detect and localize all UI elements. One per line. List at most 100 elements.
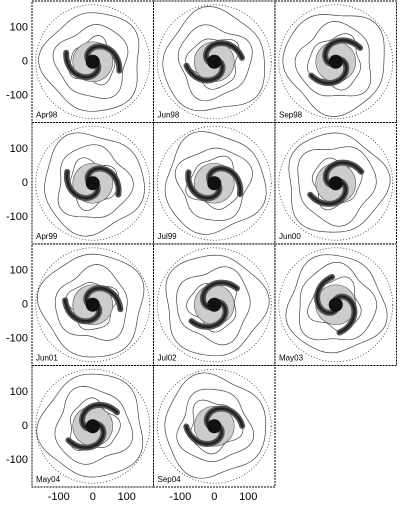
contour bbox=[288, 132, 391, 233]
panel: Apr99 bbox=[31, 122, 154, 245]
contour bbox=[44, 132, 145, 237]
x-tick-label: 100 bbox=[118, 491, 136, 503]
contour bbox=[54, 386, 134, 465]
panel-label: Apr99 bbox=[36, 232, 58, 241]
spiral-arm-inner bbox=[80, 403, 119, 430]
boundary-circle bbox=[156, 125, 272, 241]
spiral-arm-inner bbox=[186, 171, 221, 200]
core bbox=[207, 297, 222, 312]
contour bbox=[68, 35, 116, 86]
spiral-arm-inner bbox=[185, 59, 224, 82]
panel-label: Jun01 bbox=[36, 354, 58, 363]
contour bbox=[174, 147, 253, 221]
y-tick-label: 100 bbox=[10, 22, 28, 34]
spiral-arm-inner bbox=[67, 422, 105, 449]
panel: Sep04 bbox=[153, 365, 276, 488]
boundary-circle bbox=[35, 368, 151, 484]
spiral-arm-inner bbox=[207, 167, 242, 196]
core bbox=[85, 419, 100, 434]
contour bbox=[165, 254, 270, 357]
panel: Apr98 bbox=[31, 0, 154, 123]
boundary-circle bbox=[35, 4, 151, 120]
x-tick-label: 0 bbox=[211, 491, 217, 503]
y-tick-label: 100 bbox=[10, 386, 28, 398]
x-tick-label: -100 bbox=[169, 491, 191, 503]
x-tick-label: 0 bbox=[90, 491, 96, 503]
contour bbox=[57, 144, 134, 218]
contour bbox=[190, 399, 244, 455]
spiral-arm-inner bbox=[205, 407, 244, 428]
spiral-arm-inner bbox=[201, 281, 239, 309]
panel-label: Jun00 bbox=[279, 232, 301, 241]
panel: Jun98 bbox=[153, 0, 276, 123]
spiral-arm-inner bbox=[65, 170, 100, 200]
contour bbox=[299, 261, 378, 341]
contour bbox=[294, 21, 372, 97]
y-tick-label: -100 bbox=[6, 454, 28, 466]
y-tick-label: -100 bbox=[6, 333, 28, 345]
contour bbox=[176, 388, 255, 462]
panel: Jun01 bbox=[31, 243, 154, 366]
panel-label: Sep98 bbox=[279, 111, 303, 120]
panel: May03 bbox=[274, 243, 397, 366]
y-tick-label: 0 bbox=[22, 56, 28, 68]
boundary-circle bbox=[278, 247, 394, 363]
boundary-circle bbox=[35, 247, 151, 363]
y-tick-label: -100 bbox=[6, 211, 28, 223]
spiral-arm-inner bbox=[63, 299, 101, 323]
y-tick-label: 100 bbox=[10, 265, 28, 277]
y-tick-label: 0 bbox=[22, 177, 28, 189]
contour bbox=[36, 253, 145, 358]
y-tick-label: 100 bbox=[10, 143, 28, 155]
panel-label: May03 bbox=[279, 354, 304, 363]
panel: Jul99 bbox=[153, 122, 276, 245]
panel-label: Jun98 bbox=[158, 111, 180, 120]
spiral-arm-inner bbox=[85, 286, 122, 311]
spiral-arm-inner bbox=[85, 45, 121, 73]
panel: May04 bbox=[31, 365, 154, 488]
boundary-circle bbox=[156, 368, 272, 484]
contour bbox=[177, 24, 253, 102]
core bbox=[85, 54, 100, 69]
contour bbox=[52, 24, 129, 99]
core bbox=[207, 54, 222, 69]
panel: Sep98 bbox=[274, 0, 397, 123]
x-tick-label: -100 bbox=[48, 491, 70, 503]
contour bbox=[307, 33, 362, 91]
core bbox=[328, 176, 343, 191]
panel-label: May04 bbox=[36, 475, 61, 484]
contour bbox=[38, 12, 140, 112]
core bbox=[207, 419, 222, 434]
y-tick-label: -100 bbox=[6, 90, 28, 102]
panel-label: Jul02 bbox=[158, 354, 178, 363]
spiral-arm-inner bbox=[308, 180, 347, 206]
x-tick-label: 100 bbox=[239, 491, 257, 503]
contour bbox=[176, 266, 251, 346]
spiral-arm-inner bbox=[185, 424, 223, 446]
spiral-arm-inner bbox=[64, 51, 100, 79]
contour bbox=[54, 264, 128, 341]
contour bbox=[282, 14, 385, 117]
contour bbox=[185, 38, 240, 90]
spiral-arm-inner bbox=[204, 41, 244, 64]
spiral-arm-inner bbox=[323, 39, 362, 66]
y-tick-label: 0 bbox=[22, 299, 28, 311]
boundary-circle bbox=[278, 4, 394, 120]
spiral-arm-inner bbox=[86, 167, 120, 196]
spiral-arm-inner bbox=[315, 275, 338, 315]
contour bbox=[164, 372, 267, 479]
spiral-arm-inner bbox=[190, 300, 227, 329]
contour bbox=[162, 6, 265, 112]
core bbox=[328, 297, 343, 312]
boundary-circle bbox=[35, 125, 151, 241]
panel-label: Jul99 bbox=[158, 232, 178, 241]
spiral-arm-inner bbox=[333, 295, 356, 334]
contour bbox=[164, 131, 267, 235]
core bbox=[207, 176, 222, 191]
contour bbox=[297, 146, 377, 227]
core bbox=[85, 176, 100, 191]
core bbox=[328, 54, 343, 69]
boundary-circle bbox=[156, 4, 272, 120]
panel: Jul02 bbox=[153, 243, 276, 366]
